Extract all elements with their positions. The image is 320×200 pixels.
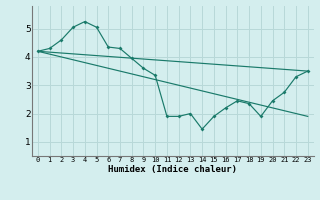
X-axis label: Humidex (Indice chaleur): Humidex (Indice chaleur)	[108, 165, 237, 174]
